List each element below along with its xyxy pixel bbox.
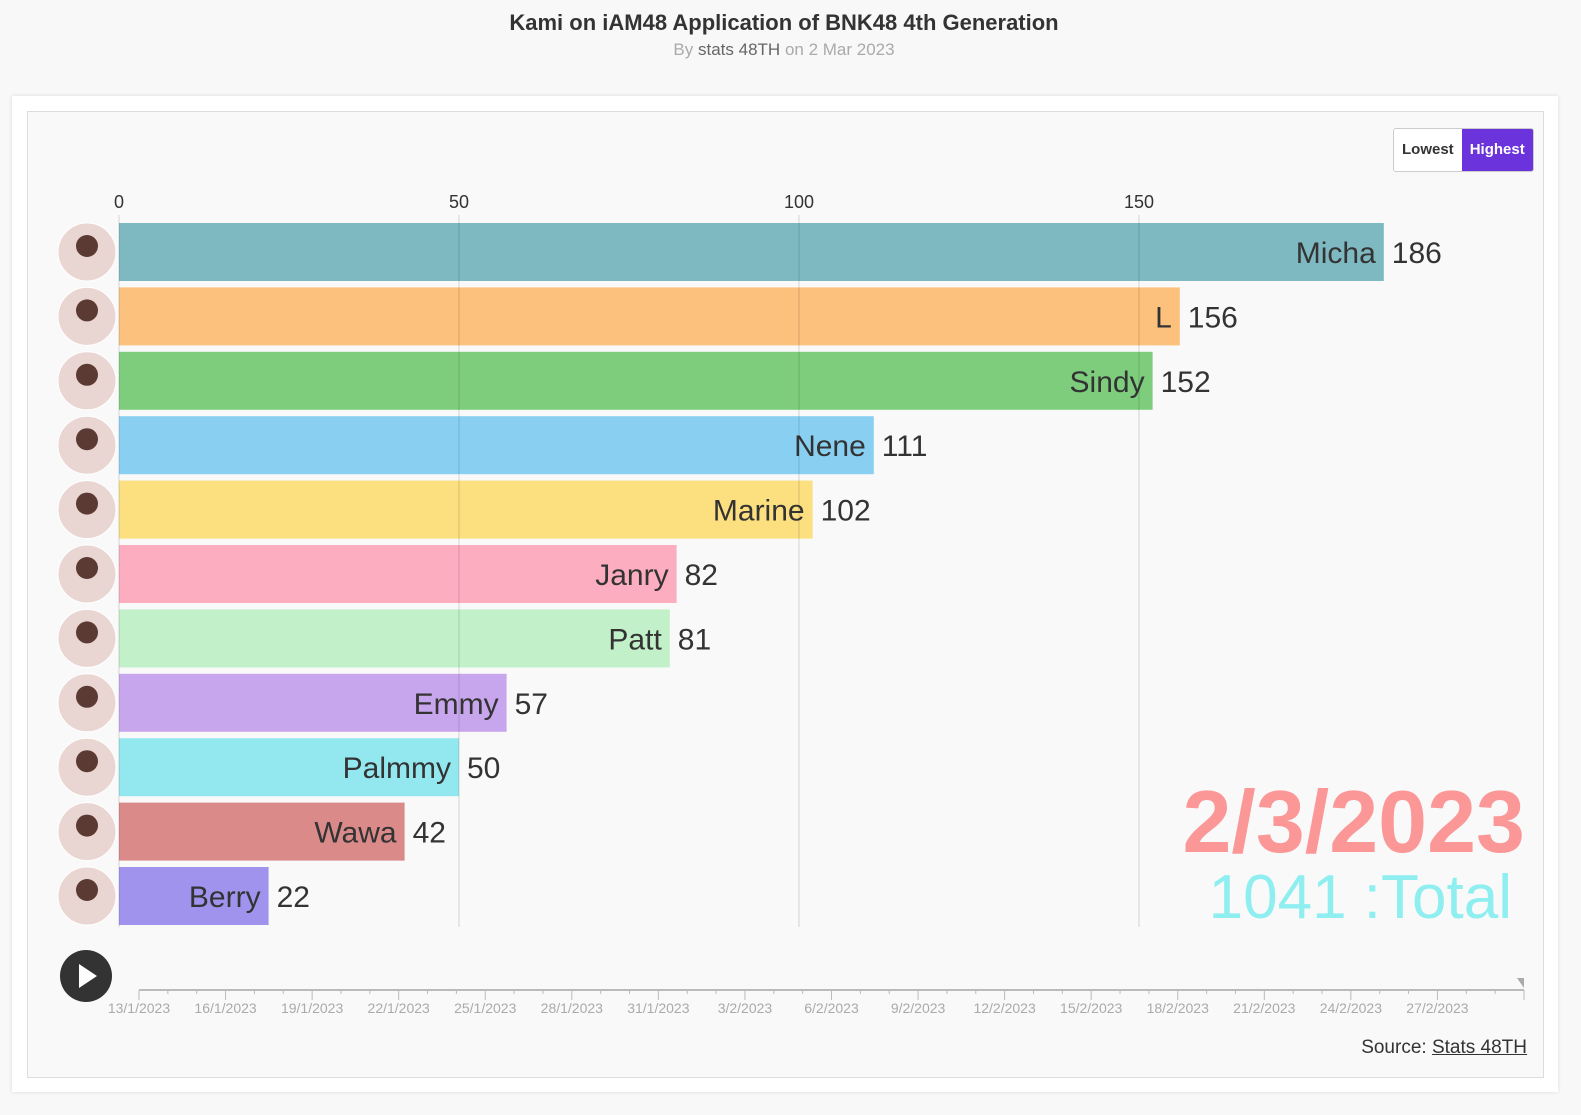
lowest-button[interactable]: Lowest: [1394, 129, 1462, 171]
bar-palmmy: [119, 738, 459, 797]
timeline-label: 27/2/2023: [1406, 1000, 1468, 1016]
timeline-label: 24/2/2023: [1320, 1000, 1382, 1016]
x-tick-label: 0: [114, 192, 124, 212]
avatar-face-icon: [76, 557, 98, 579]
timeline-label: 25/1/2023: [454, 1000, 516, 1016]
bar-value: 102: [821, 495, 871, 528]
bar-label: Wawa: [314, 817, 397, 850]
x-tick-label: 150: [1124, 192, 1154, 212]
timeline-label: 21/2/2023: [1233, 1000, 1295, 1016]
timeline-label: 9/2/2023: [891, 1000, 946, 1016]
bar-janry: [119, 545, 677, 603]
bar-label: Patt: [608, 623, 662, 656]
subtitle-author: stats 48TH: [698, 40, 781, 59]
subtitle-by: By: [673, 40, 694, 59]
bar-micha: [119, 223, 1384, 281]
source-link[interactable]: Stats 48TH: [1431, 1037, 1527, 1058]
bar-label: Nene: [794, 430, 866, 463]
avatar-face-icon: [76, 363, 98, 386]
timeline-label: 16/1/2023: [194, 1000, 256, 1016]
x-tick-label: 50: [449, 192, 469, 212]
avatar-face-icon: [76, 299, 98, 322]
avatar-face-icon: [76, 621, 98, 644]
bar-label: Janry: [595, 559, 668, 592]
source: Source: Stats 48TH: [1361, 1037, 1527, 1059]
timeline-label: 31/1/2023: [627, 1000, 689, 1016]
timeline-handle[interactable]: [1517, 978, 1524, 988]
timeline-label: 18/2/2023: [1147, 1000, 1209, 1016]
avatar-face-icon: [76, 235, 98, 257]
bar-label: Marine: [713, 495, 805, 528]
total-label: 1041 :Total: [1209, 863, 1512, 932]
sort-toggle: Lowest Highest: [1393, 128, 1534, 172]
bar-value: 152: [1161, 366, 1211, 399]
page-title: Kami on iAM48 Application of BNK48 4th G…: [509, 10, 1059, 35]
page-subtitle: By stats 48TH on 2 Mar 2023: [0, 40, 1568, 60]
timeline-label: 6/2/2023: [804, 1000, 859, 1016]
timeline-label: 28/1/2023: [541, 1000, 603, 1016]
bar-berry: [119, 867, 269, 925]
bar-l: [119, 287, 1180, 346]
bar-label: L: [1155, 301, 1172, 334]
bar-marine: [119, 480, 813, 539]
bar-value: 42: [413, 817, 446, 850]
x-tick-label: 100: [784, 192, 814, 212]
bar-value: 50: [467, 752, 500, 785]
bar-nene: [119, 416, 874, 475]
timeline-label: 3/2/2023: [718, 1000, 773, 1016]
bar-emmy: [119, 673, 507, 732]
bar-label: Micha: [1296, 237, 1376, 270]
bar-value: 156: [1188, 301, 1238, 334]
bar-value: 82: [685, 559, 718, 592]
highest-button[interactable]: Highest: [1461, 129, 1533, 171]
bar-sindy: [119, 351, 1153, 410]
play-icon: [79, 964, 97, 988]
bar-patt: [119, 609, 670, 668]
bar-value: 57: [515, 688, 548, 721]
bar-value: 186: [1392, 237, 1442, 270]
avatar-face-icon: [76, 492, 98, 515]
bar-label: Emmy: [414, 688, 499, 721]
bar-value: 22: [277, 881, 310, 914]
avatar-face-icon: [76, 428, 98, 451]
avatar-face-icon: [76, 750, 98, 773]
source-label: Source:: [1361, 1037, 1427, 1058]
bar-wawa: [119, 802, 405, 861]
timeline-label: 19/1/2023: [281, 1000, 343, 1016]
timeline-label: 13/1/2023: [108, 1000, 170, 1016]
bar-label: Palmmy: [343, 752, 451, 785]
avatar-face-icon: [76, 685, 98, 708]
timeline-label: 22/1/2023: [368, 1000, 430, 1016]
avatar-face-icon: [76, 814, 98, 837]
date-label: 2/3/2023: [1182, 772, 1525, 871]
subtitle-date: on 2 Mar 2023: [784, 40, 895, 59]
bar-value: 111: [882, 430, 928, 463]
timeline-label: 12/2/2023: [973, 1000, 1035, 1016]
bar-value: 81: [678, 623, 711, 656]
bar-label: Sindy: [1070, 366, 1145, 399]
avatar-face-icon: [76, 879, 98, 901]
bar-label: Berry: [189, 881, 261, 914]
timeline-label: 15/2/2023: [1060, 1000, 1122, 1016]
